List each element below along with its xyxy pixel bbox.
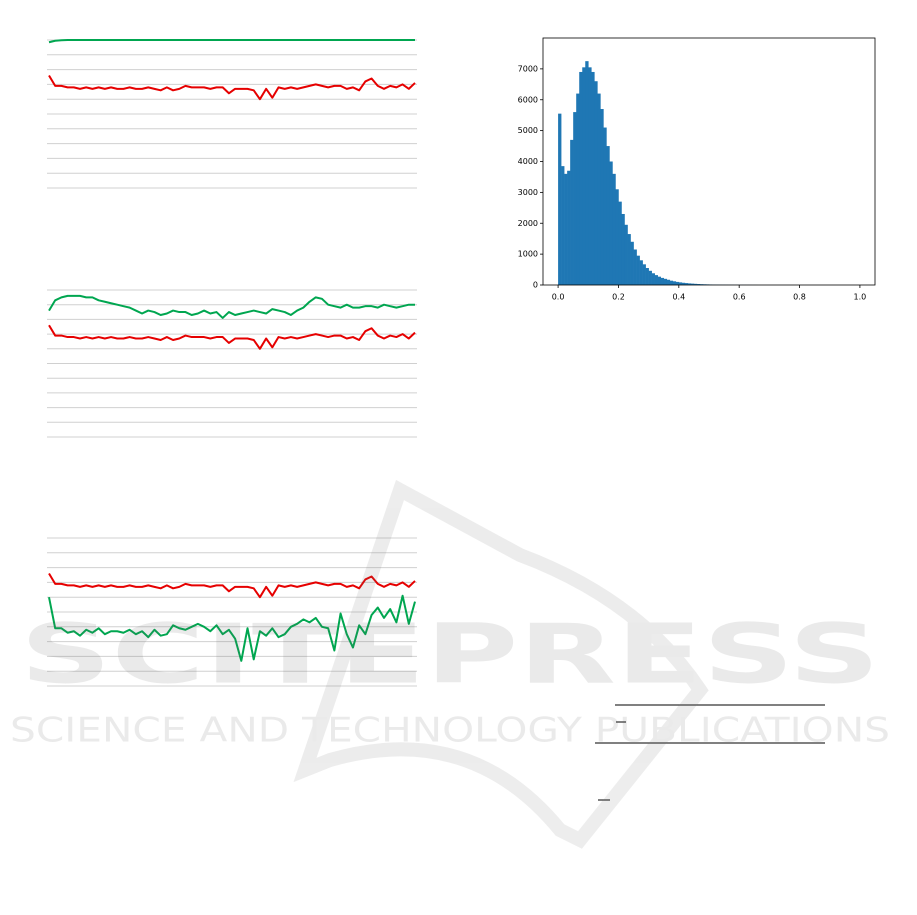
- histogram-bar: [654, 275, 658, 285]
- histogram-bar: [597, 93, 601, 285]
- histogram-bar: [591, 71, 595, 286]
- y-tick-label: 3000: [518, 188, 538, 197]
- histogram-bar: [699, 284, 704, 285]
- histogram-bar: [573, 112, 577, 285]
- histogram-bar: [576, 93, 580, 285]
- x-tick-label: 0.4: [672, 293, 685, 302]
- histogram-bar: [561, 166, 565, 285]
- y-tick-label: 1000: [518, 250, 538, 259]
- histogram-bar: [633, 249, 637, 285]
- x-tick-label: 0.6: [733, 293, 746, 302]
- histogram-bar: [612, 173, 616, 285]
- y-tick-label: 2000: [518, 219, 538, 228]
- histogram-bar: [627, 234, 631, 285]
- y-tick-label: 5000: [518, 126, 538, 135]
- y-tick-label: 7000: [518, 64, 538, 73]
- y-tick-label: 0: [533, 281, 538, 290]
- line-series: [48, 573, 416, 599]
- histogram-bar: [696, 284, 701, 285]
- line-series: [48, 39, 415, 44]
- histogram-bar: [681, 282, 686, 285]
- histogram-bar: [621, 213, 625, 285]
- line-series: [48, 75, 416, 101]
- line-series: [48, 294, 415, 319]
- histogram-bar: [636, 255, 640, 285]
- y-tick-label: 6000: [518, 95, 538, 104]
- watermark-logo: [293, 479, 709, 849]
- histogram-bar: [678, 282, 683, 285]
- histogram-bar: [600, 109, 604, 285]
- histogram-bar: [618, 201, 622, 285]
- histogram-bar: [564, 173, 568, 285]
- histogram-bar: [693, 283, 698, 285]
- histogram-bar: [579, 71, 583, 286]
- histogram-bar: [585, 61, 589, 285]
- histogram-bar: [582, 67, 586, 285]
- histogram-bar: [687, 283, 692, 285]
- histogram-bar: [609, 161, 613, 285]
- histogram-bar: [567, 170, 571, 285]
- histogram-bar: [570, 139, 574, 285]
- x-tick-label: 1.0: [854, 293, 867, 302]
- histogram-bar: [657, 276, 662, 285]
- watermark-title: SCITEPRESS: [20, 607, 880, 702]
- histogram-bar: [624, 224, 628, 285]
- histogram-bar: [675, 281, 680, 285]
- histogram-bar: [588, 67, 592, 285]
- histogram-bar: [684, 283, 689, 285]
- histogram-bar: [594, 81, 598, 285]
- histogram-bar: [660, 277, 665, 285]
- histogram-bar: [558, 113, 562, 285]
- histogram-bar: [642, 264, 646, 285]
- x-tick-label: 0.2: [612, 293, 625, 302]
- watermark-subtitle: SCIENCE AND TECHNOLOGY PUBLICATIONS: [10, 711, 890, 751]
- line-series: [48, 594, 416, 662]
- histogram-bar: [690, 283, 695, 285]
- histogram-bar: [669, 280, 674, 285]
- histogram-bar: [666, 279, 671, 285]
- x-tick-label: 0.0: [552, 293, 565, 302]
- histogram-bar: [603, 127, 607, 285]
- histogram-bar: [648, 270, 652, 285]
- x-tick-label: 0.8: [793, 293, 806, 302]
- histogram-bar: [606, 146, 610, 285]
- histogram-bar: [645, 268, 649, 285]
- histogram-bar: [651, 273, 655, 285]
- histogram-bar: [639, 260, 643, 285]
- line-series: [48, 324, 416, 350]
- histogram-bar: [630, 241, 634, 285]
- formula-fragment: [595, 704, 825, 801]
- histogram-bar: [672, 281, 677, 285]
- y-tick-label: 4000: [518, 157, 538, 166]
- watermark: SCITEPRESS SCIENCE AND TECHNOLOGY PUBLIC…: [10, 479, 890, 849]
- histogram-bar: [663, 278, 668, 285]
- histogram-bar: [615, 189, 619, 285]
